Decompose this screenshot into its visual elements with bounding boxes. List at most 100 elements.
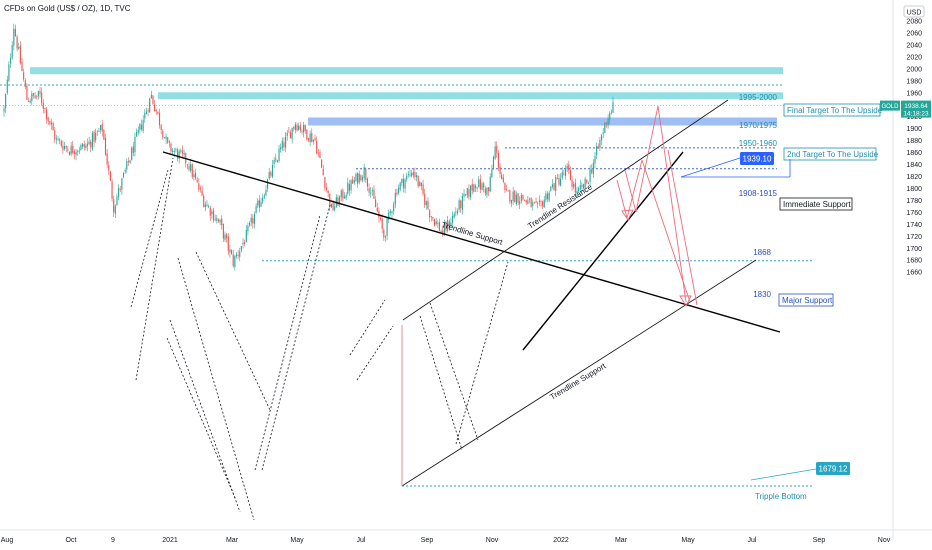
candle-body[interactable] (433, 218, 436, 226)
candle-body[interactable] (520, 195, 522, 202)
candle-body[interactable] (510, 199, 513, 204)
candle-body[interactable] (360, 175, 362, 181)
candle-body[interactable] (406, 175, 408, 180)
candle-body[interactable] (368, 188, 370, 193)
candle-body[interactable] (384, 236, 387, 238)
candle-body[interactable] (409, 174, 411, 176)
candle-body[interactable] (253, 213, 256, 224)
candle-body[interactable] (453, 213, 455, 218)
candle-body[interactable] (322, 168, 324, 176)
candle-body[interactable] (137, 129, 139, 133)
candle-body[interactable] (244, 242, 246, 244)
candle-body[interactable] (381, 218, 383, 229)
candle-body[interactable] (499, 166, 501, 174)
candle-body[interactable] (470, 185, 472, 198)
projection-path[interactable] (626, 159, 643, 219)
candle-body[interactable] (424, 193, 426, 205)
candle-body[interactable] (494, 146, 496, 159)
candle-body[interactable] (227, 236, 229, 251)
candle-body[interactable] (283, 142, 285, 148)
candle-body[interactable] (324, 176, 326, 189)
candle-body[interactable] (468, 189, 470, 197)
candle-body[interactable] (39, 91, 41, 94)
candle-body[interactable] (163, 137, 166, 139)
candle-body[interactable] (404, 179, 406, 189)
candle-body[interactable] (540, 201, 542, 203)
candle-body[interactable] (294, 124, 296, 130)
candle-body[interactable] (415, 175, 418, 178)
candle-body[interactable] (199, 188, 202, 190)
candle-body[interactable] (118, 187, 120, 197)
candle-body[interactable] (432, 216, 434, 219)
candle-body[interactable] (501, 174, 503, 180)
candle-body[interactable] (430, 216, 432, 218)
candle-body[interactable] (388, 212, 390, 220)
candle-body[interactable] (401, 178, 403, 183)
projection-path[interactable] (624, 169, 637, 213)
candle-body[interactable] (216, 218, 218, 221)
candle-body[interactable] (481, 183, 483, 190)
candle-body[interactable] (492, 157, 495, 168)
candle-body[interactable] (124, 169, 126, 172)
candle-body[interactable] (50, 122, 53, 125)
candle-body[interactable] (60, 141, 62, 146)
candle-body[interactable] (569, 170, 572, 181)
candle-body[interactable] (564, 168, 567, 176)
pattern-line[interactable] (195, 251, 271, 411)
candle-body[interactable] (73, 151, 75, 155)
candle-body[interactable] (563, 173, 565, 175)
candle-body[interactable] (443, 224, 445, 234)
candle-body[interactable] (566, 165, 568, 169)
candle-body[interactable] (461, 196, 463, 210)
candle-body[interactable] (29, 100, 31, 103)
candle-body[interactable] (538, 200, 540, 203)
candle-body[interactable] (14, 28, 17, 37)
candle-body[interactable] (306, 129, 308, 140)
candle-body[interactable] (545, 193, 547, 201)
projection-path[interactable] (616, 179, 628, 219)
pattern-line[interactable] (261, 204, 331, 471)
candle-body[interactable] (604, 122, 606, 133)
candle-body[interactable] (383, 229, 385, 238)
candle-body[interactable] (556, 178, 558, 180)
candle-body[interactable] (371, 190, 373, 192)
pattern-line[interactable] (177, 257, 255, 521)
candle-body[interactable] (447, 220, 449, 231)
candle-body[interactable] (296, 125, 298, 131)
candle-body[interactable] (23, 72, 25, 80)
candle-body[interactable] (129, 160, 131, 163)
candle-body[interactable] (194, 172, 197, 179)
candle-body[interactable] (140, 124, 143, 130)
candle-body[interactable] (100, 125, 102, 131)
candle-body[interactable] (181, 150, 184, 154)
candle-body[interactable] (52, 123, 54, 131)
candle-body[interactable] (188, 166, 190, 170)
candle-body[interactable] (506, 189, 508, 190)
candle-body[interactable] (592, 163, 594, 175)
candle-body[interactable] (248, 222, 251, 226)
candle-body[interactable] (152, 95, 154, 104)
pattern-line[interactable] (455, 261, 509, 445)
candle-body[interactable] (214, 219, 216, 221)
projection-path[interactable] (635, 105, 659, 213)
candle-body[interactable] (80, 144, 82, 150)
candle-body[interactable] (578, 188, 580, 192)
candle-body[interactable] (278, 148, 280, 161)
candle-body[interactable] (47, 117, 49, 121)
candle-body[interactable] (204, 204, 206, 208)
candle-body[interactable] (203, 195, 205, 207)
candle-body[interactable] (394, 192, 396, 205)
candle-body[interactable] (602, 132, 604, 134)
trendline-resistance[interactable] (402, 99, 729, 321)
candle-body[interactable] (267, 179, 269, 189)
candle-body[interactable] (514, 190, 516, 203)
candle-body[interactable] (172, 150, 174, 152)
candle-body[interactable] (600, 135, 603, 141)
candle-body[interactable] (285, 136, 287, 148)
candle-body[interactable] (250, 217, 252, 223)
candle-body[interactable] (95, 132, 97, 141)
candle-body[interactable] (201, 190, 203, 196)
candle-body[interactable] (504, 183, 506, 191)
candle-body[interactable] (173, 151, 175, 153)
